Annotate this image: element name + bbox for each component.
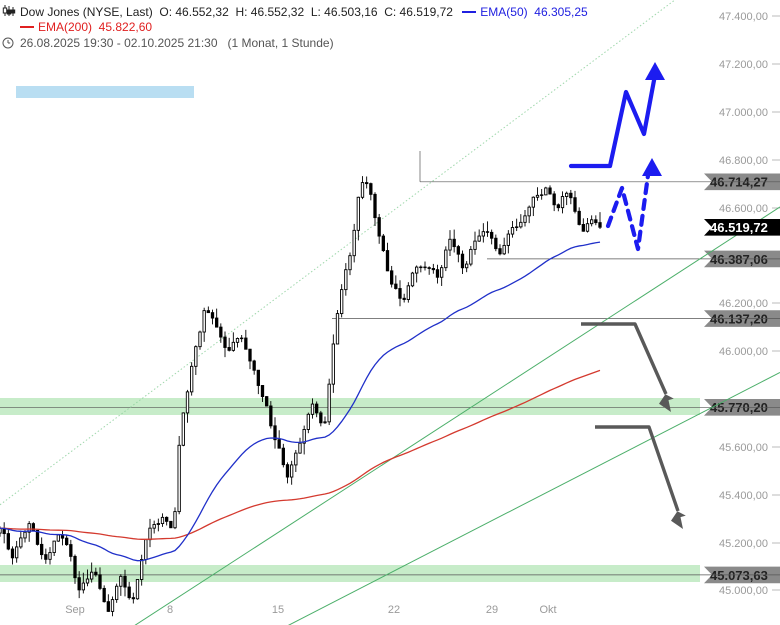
svg-text:47.000,00: 47.000,00: [719, 107, 768, 119]
svg-text:47.200,00: 47.200,00: [719, 59, 768, 71]
svg-text:46.600,00: 46.600,00: [719, 203, 768, 215]
svg-text:Okt: Okt: [539, 604, 556, 616]
svg-text:Sep: Sep: [65, 604, 85, 616]
svg-text:46.137,20: 46.137,20: [710, 312, 768, 327]
svg-text:22: 22: [388, 604, 400, 616]
svg-text:46.200,00: 46.200,00: [719, 298, 768, 310]
svg-text:8: 8: [167, 604, 173, 616]
svg-text:45.200,00: 45.200,00: [719, 538, 768, 550]
svg-text:47.400,00: 47.400,00: [719, 11, 768, 23]
svg-text:46.800,00: 46.800,00: [719, 155, 768, 167]
svg-text:46.387,06: 46.387,06: [710, 252, 768, 267]
svg-text:45.073,63: 45.073,63: [710, 568, 768, 583]
svg-text:45.000,00: 45.000,00: [719, 585, 768, 597]
svg-text:45.770,20: 45.770,20: [710, 400, 768, 415]
svg-text:46.519,72: 46.519,72: [710, 220, 768, 235]
svg-text:15: 15: [272, 604, 284, 616]
svg-text:46.000,00: 46.000,00: [719, 346, 768, 358]
svg-text:29: 29: [486, 604, 498, 616]
svg-text:45.600,00: 45.600,00: [719, 442, 768, 454]
svg-text:45.400,00: 45.400,00: [719, 490, 768, 502]
